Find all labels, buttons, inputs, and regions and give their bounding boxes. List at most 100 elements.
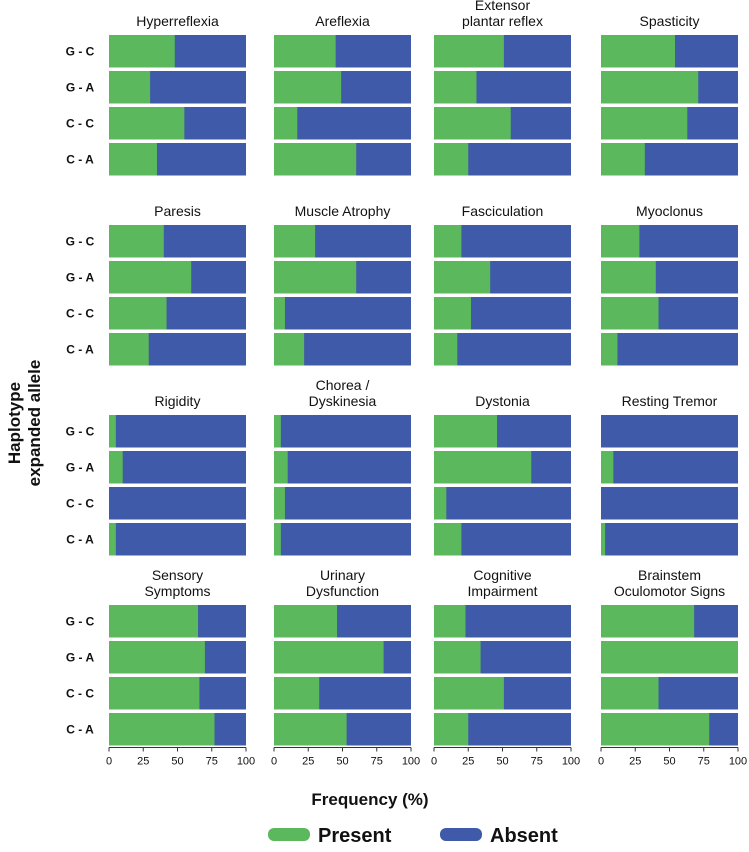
panel-title-line: Brainstem	[638, 567, 701, 583]
panel-title: Brainstem Oculomotor Signs	[614, 567, 725, 599]
category-label: G - A	[66, 650, 95, 664]
category-label: C - A	[66, 532, 94, 546]
bar-present	[434, 415, 498, 448]
bar-present	[434, 297, 471, 330]
bar-present	[601, 677, 659, 710]
bar-present	[434, 677, 504, 710]
bar-present	[601, 333, 618, 366]
bar-absent	[601, 333, 738, 366]
x-tick-label: 75	[698, 756, 710, 768]
bar-present	[274, 71, 342, 104]
bar-present	[434, 261, 491, 294]
category-label: G - C	[66, 614, 95, 628]
bar-present	[434, 143, 469, 176]
bar-present	[601, 451, 614, 484]
panel-title-line: Areflexia	[315, 13, 370, 29]
category-label: G - A	[66, 270, 95, 284]
panel-title-line: Spasticity	[640, 13, 700, 29]
panel-title: Extensor plantar reflex	[462, 0, 543, 29]
bar-present	[434, 605, 466, 638]
bar-present	[274, 107, 298, 140]
panel-title-line: Extensor	[475, 0, 531, 13]
category-label: G - A	[66, 460, 95, 474]
bar-present	[434, 523, 462, 556]
bar-present	[274, 641, 384, 674]
category-label: G - C	[66, 44, 95, 58]
bar-present	[434, 487, 447, 520]
panel-title: Urinary Dysfunction	[306, 567, 379, 599]
panel-title-line: Chorea /	[316, 377, 370, 393]
bar-present	[274, 333, 305, 366]
bar-absent	[274, 451, 411, 484]
bar-present	[109, 415, 116, 448]
bar-absent	[109, 487, 246, 520]
bar-present	[109, 143, 157, 176]
bar-present	[109, 35, 175, 68]
bar-present	[601, 523, 606, 556]
x-tick-label: 25	[462, 756, 474, 768]
bar-present	[434, 225, 462, 258]
panel-title-line: Symptoms	[144, 583, 210, 599]
panel-title-line: Rigidity	[155, 393, 201, 409]
bar-present	[274, 677, 320, 710]
legend-label-present: Present	[318, 825, 392, 847]
category-label: C - C	[66, 116, 94, 130]
x-tick-label: 0	[431, 756, 437, 768]
bar-present	[274, 225, 316, 258]
bar-present	[109, 523, 116, 556]
bar-present	[434, 333, 458, 366]
bar-present	[601, 641, 738, 674]
bar-absent	[109, 415, 246, 448]
panel-title: Spasticity	[640, 13, 700, 29]
x-tick-label: 100	[402, 756, 420, 768]
legend-swatch-present	[268, 828, 310, 841]
panel-title-line: Hyperreflexia	[136, 13, 219, 29]
x-tick-label: 50	[663, 756, 675, 768]
bar-absent	[274, 297, 411, 330]
category-label: C - C	[66, 686, 94, 700]
bar-present	[109, 451, 123, 484]
bar-present	[601, 143, 645, 176]
panel-title-line: Urinary	[320, 567, 365, 583]
panel-title: Rigidity	[155, 393, 201, 409]
x-tick-label: 0	[598, 756, 604, 768]
bar-present	[274, 605, 338, 638]
bar-present	[109, 641, 205, 674]
panel-title-line: Dysfunction	[306, 583, 379, 599]
legend-label-absent: Absent	[490, 825, 558, 847]
x-tick-label: 25	[302, 756, 314, 768]
category-label: C - A	[66, 342, 94, 356]
x-tick-label: 100	[562, 756, 580, 768]
bar-present	[434, 107, 511, 140]
bar-present	[274, 143, 357, 176]
bar-present	[274, 713, 347, 746]
bar-absent	[601, 451, 738, 484]
category-label: G - A	[66, 80, 95, 94]
bar-present	[109, 333, 149, 366]
bar-present	[109, 605, 199, 638]
x-tick-label: 100	[729, 756, 747, 768]
panel-title: Resting Tremor	[622, 393, 718, 409]
x-tick-label: 75	[531, 756, 543, 768]
panel-title-line: Resting Tremor	[622, 393, 718, 409]
bar-present	[109, 713, 215, 746]
x-tick-label: 100	[237, 756, 255, 768]
panel-title-line: Oculomotor Signs	[614, 583, 725, 599]
bar-present	[601, 225, 640, 258]
category-label: C - C	[66, 306, 94, 320]
panel-title-line: Dyskinesia	[309, 393, 377, 409]
x-tick-label: 0	[271, 756, 277, 768]
bar-absent	[109, 451, 246, 484]
x-tick-label: 50	[496, 756, 508, 768]
bar-absent	[601, 523, 738, 556]
bar-present	[601, 297, 659, 330]
panel-title: Muscle Atrophy	[295, 203, 391, 219]
panel-title: Areflexia	[315, 13, 370, 29]
panel-title-line: Dystonia	[475, 393, 530, 409]
y-axis-label-line2: expanded allele	[25, 360, 44, 487]
x-tick-label: 50	[336, 756, 348, 768]
panel-title-line: plantar reflex	[462, 13, 543, 29]
bar-present	[601, 71, 699, 104]
